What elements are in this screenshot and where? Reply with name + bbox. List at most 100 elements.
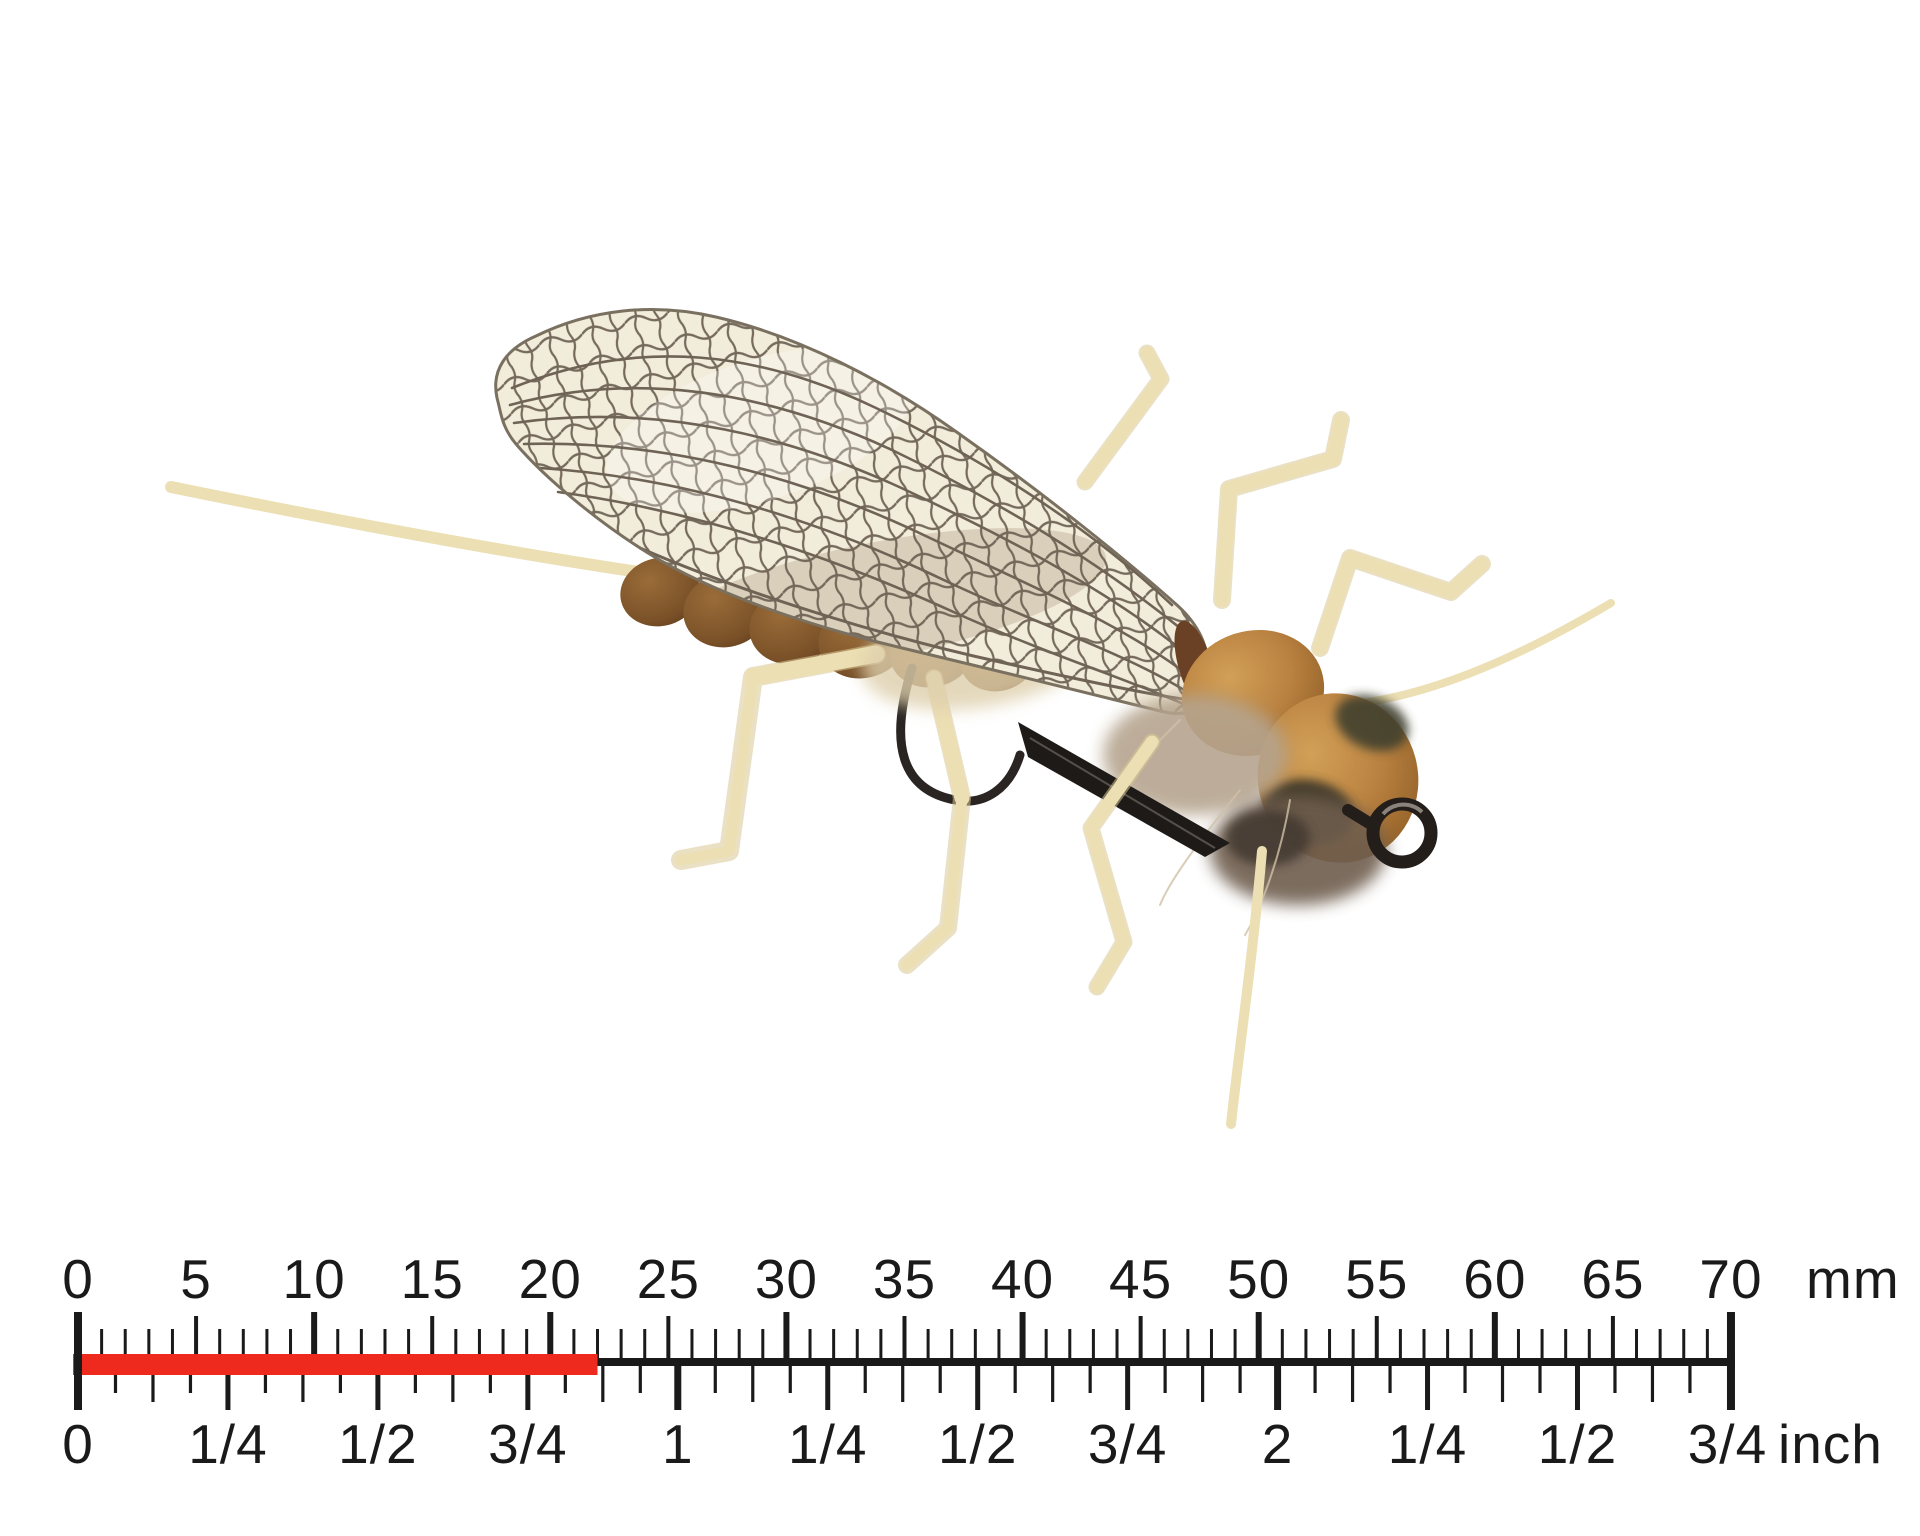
thorax-fuzz bbox=[1103, 695, 1287, 815]
mm-minor-tick bbox=[926, 1329, 930, 1364]
quarter-inch-tick bbox=[825, 1362, 831, 1410]
sixteenth-inch-tick bbox=[488, 1362, 492, 1393]
quarter-inch-tick bbox=[1425, 1362, 1431, 1410]
sixteenth-inch-tick bbox=[1238, 1362, 1242, 1393]
mm-minor-tick bbox=[1186, 1329, 1190, 1364]
mm-minor-tick bbox=[1091, 1329, 1095, 1364]
inch-tick-label: 1/2 bbox=[338, 1413, 417, 1475]
mm-minor-tick bbox=[501, 1329, 505, 1364]
inch-tick-label: 2 bbox=[1262, 1413, 1294, 1475]
hook-bend bbox=[896, 663, 1025, 806]
eighth-inch-tick bbox=[601, 1362, 605, 1402]
mm-minor-tick bbox=[1044, 1329, 1048, 1364]
inch-tick bbox=[674, 1362, 682, 1410]
quarter-inch-tick bbox=[375, 1362, 381, 1410]
inch-tick bbox=[1274, 1362, 1282, 1410]
mm-minor-tick bbox=[1115, 1329, 1119, 1364]
mm-minor-tick bbox=[997, 1329, 1001, 1364]
eighth-inch-tick bbox=[1650, 1362, 1655, 1402]
mm-minor-tick bbox=[1398, 1329, 1402, 1364]
mm-minor-tick bbox=[241, 1329, 245, 1364]
mm-tick-label: 55 bbox=[1345, 1248, 1408, 1310]
sixteenth-inch-tick bbox=[413, 1362, 417, 1393]
length-marker-bar bbox=[73, 1354, 598, 1375]
inch-tick-label: 1 bbox=[662, 1413, 694, 1475]
quarter-inch-tick bbox=[225, 1362, 231, 1410]
sixteenth-inch-tick bbox=[1463, 1362, 1467, 1393]
mm-minor-tick bbox=[265, 1329, 269, 1364]
mm-minor-tick bbox=[879, 1329, 883, 1364]
mm-minor-tick bbox=[1564, 1329, 1568, 1364]
mm-major-tick bbox=[1491, 1312, 1498, 1364]
eighth-inch-tick bbox=[1500, 1362, 1505, 1402]
sixteenth-inch-tick bbox=[338, 1362, 343, 1393]
mm-tick-label: 5 bbox=[180, 1248, 212, 1310]
sixteenth-inch-tick bbox=[263, 1362, 268, 1393]
mm-minor-tick bbox=[1635, 1329, 1639, 1364]
mm-minor-tick bbox=[596, 1329, 600, 1364]
mm-tick-label: 45 bbox=[1109, 1248, 1172, 1310]
mm-half-tick bbox=[902, 1316, 907, 1364]
middle-upper-leg bbox=[1213, 411, 1350, 609]
mm-tick-label: 35 bbox=[873, 1248, 936, 1310]
sixteenth-inch-tick bbox=[863, 1362, 867, 1393]
wing-veins bbox=[508, 355, 1194, 708]
mm-unit-label: mm bbox=[1806, 1248, 1900, 1310]
front-upper-leg bbox=[1076, 344, 1170, 491]
mm-tick-label: 40 bbox=[991, 1248, 1054, 1310]
sixteenth-inch-tick bbox=[1013, 1362, 1017, 1393]
mm-major-tick bbox=[1255, 1312, 1262, 1364]
mm-minor-tick bbox=[170, 1329, 174, 1364]
mm-half-tick bbox=[1610, 1316, 1615, 1364]
mm-minor-tick bbox=[1705, 1329, 1709, 1364]
mm-minor-tick bbox=[454, 1329, 458, 1364]
mm-minor-tick bbox=[1162, 1329, 1166, 1364]
hook-eye bbox=[1342, 797, 1438, 869]
mm-minor-tick bbox=[1304, 1329, 1308, 1364]
inch-tick-label: 1/2 bbox=[1538, 1413, 1617, 1475]
sixteenth-inch-tick bbox=[1613, 1362, 1617, 1393]
mm-minor-tick bbox=[1351, 1329, 1355, 1364]
sixteenth-inch-tick bbox=[713, 1362, 717, 1393]
mm-tick-label: 0 bbox=[62, 1248, 94, 1310]
mm-minor-tick bbox=[808, 1329, 812, 1364]
mm-minor-tick bbox=[737, 1329, 741, 1364]
sixteenth-inch-tick bbox=[1688, 1362, 1692, 1393]
mm-minor-tick bbox=[407, 1329, 411, 1364]
inch-tick-label: 0 bbox=[62, 1413, 94, 1475]
stonefly-fly bbox=[165, 308, 1615, 1129]
wing bbox=[494, 308, 1210, 715]
mm-minor-tick bbox=[1469, 1329, 1473, 1364]
sixteenth-inch-tick bbox=[1313, 1362, 1317, 1393]
inch-tick-label: 1/4 bbox=[1388, 1413, 1467, 1475]
mm-major-tick bbox=[547, 1312, 554, 1364]
mm-tick-label: 70 bbox=[1699, 1248, 1762, 1310]
eighth-inch-tick bbox=[451, 1362, 455, 1402]
mm-minor-tick bbox=[832, 1329, 836, 1364]
mm-tick-label: 50 bbox=[1227, 1248, 1290, 1310]
ruler-zero-tick bbox=[74, 1312, 82, 1410]
mm-minor-tick bbox=[383, 1329, 387, 1364]
mm-minor-tick bbox=[1209, 1329, 1213, 1364]
inch-tick-label: 1/2 bbox=[938, 1413, 1017, 1475]
sixteenth-inch-tick bbox=[788, 1362, 792, 1393]
antenna-right bbox=[1326, 599, 1615, 710]
middle-left-leg bbox=[898, 669, 971, 974]
mm-half-tick bbox=[666, 1316, 671, 1364]
mm-tick-label: 15 bbox=[401, 1248, 464, 1310]
mm-tick-label: 20 bbox=[519, 1248, 582, 1310]
eighth-inch-tick bbox=[901, 1362, 905, 1402]
sixteenth-inch-tick bbox=[188, 1362, 193, 1393]
inch-tick-label: 3/4 bbox=[1088, 1413, 1167, 1475]
mm-minor-tick bbox=[761, 1329, 765, 1364]
ruler: mm inch 0 5 10 15 20 25 30 35 40 45 50 55 60 65 70 0 1/4… bbox=[62, 1248, 1900, 1475]
mm-minor-tick bbox=[855, 1329, 859, 1364]
eighth-inch-tick bbox=[1051, 1362, 1055, 1402]
eighth-inch-tick bbox=[1201, 1362, 1205, 1402]
sixteenth-inch-tick bbox=[1538, 1362, 1542, 1393]
mm-minor-tick bbox=[1446, 1329, 1450, 1364]
head-spot-top bbox=[1335, 695, 1409, 751]
mm-minor-tick bbox=[336, 1329, 340, 1364]
eighth-inch-tick bbox=[151, 1362, 155, 1402]
